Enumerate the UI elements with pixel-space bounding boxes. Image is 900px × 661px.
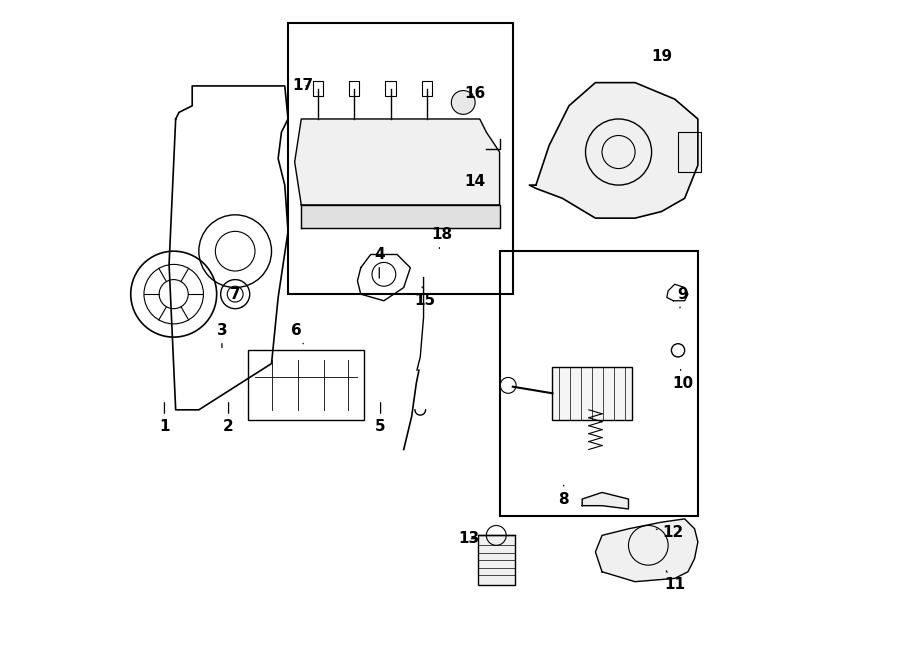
Text: 8: 8 (558, 485, 569, 506)
Text: 4: 4 (374, 247, 384, 278)
FancyBboxPatch shape (349, 81, 359, 96)
Text: 1: 1 (159, 403, 170, 434)
Text: 5: 5 (375, 403, 386, 434)
Circle shape (451, 91, 475, 114)
FancyBboxPatch shape (385, 81, 396, 96)
Text: 12: 12 (656, 525, 684, 539)
Text: 18: 18 (431, 227, 453, 249)
Polygon shape (302, 205, 500, 228)
Text: 7: 7 (230, 287, 242, 307)
Text: 10: 10 (673, 369, 694, 391)
Text: 19: 19 (651, 49, 672, 63)
FancyBboxPatch shape (553, 367, 632, 420)
FancyBboxPatch shape (678, 132, 701, 172)
Bar (288, 23, 513, 294)
Text: 15: 15 (414, 287, 436, 308)
Text: 2: 2 (223, 403, 234, 434)
Text: 17: 17 (292, 79, 314, 93)
Text: 16: 16 (464, 87, 486, 101)
FancyBboxPatch shape (421, 81, 432, 96)
Text: 14: 14 (464, 175, 486, 189)
Text: 11: 11 (664, 571, 685, 592)
FancyBboxPatch shape (312, 81, 323, 96)
Polygon shape (582, 492, 628, 509)
Polygon shape (596, 519, 698, 582)
Polygon shape (529, 83, 698, 218)
Polygon shape (294, 119, 500, 205)
Text: 9: 9 (678, 287, 688, 308)
Text: 3: 3 (217, 323, 228, 348)
Text: 6: 6 (292, 323, 303, 344)
Text: 13: 13 (458, 531, 479, 546)
Bar (500, 251, 698, 516)
FancyBboxPatch shape (478, 535, 515, 585)
